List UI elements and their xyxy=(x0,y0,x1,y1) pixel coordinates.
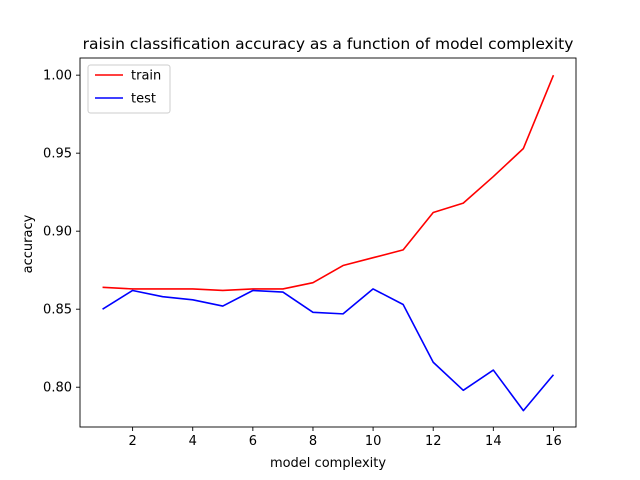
y-axis-label: accuracy xyxy=(21,214,36,273)
x-axis-label: model complexity xyxy=(270,456,386,471)
x-tick-label: 4 xyxy=(189,434,197,449)
legend-box xyxy=(87,64,171,114)
x-tick-label: 16 xyxy=(545,434,562,449)
y-tick-label: 0.95 xyxy=(43,147,72,162)
series-line-test xyxy=(102,288,555,412)
series-line-train xyxy=(102,74,555,292)
axes-frame xyxy=(79,57,577,428)
x-tick-label: 10 xyxy=(365,434,382,449)
x-tick-label: 2 xyxy=(128,434,136,449)
legend-label-train: train xyxy=(131,69,161,84)
y-tick-label: 0.80 xyxy=(43,381,72,396)
legend: train test xyxy=(87,64,171,114)
y-tick-label: 0.90 xyxy=(43,225,72,240)
x-tick-label: 12 xyxy=(425,434,442,449)
legend-label-test: test xyxy=(131,92,156,107)
chart-title: raisin classification accuracy as a func… xyxy=(83,35,574,53)
y-tick-label: 1.00 xyxy=(43,69,72,84)
y-tick-label: 0.85 xyxy=(43,303,72,318)
plot-area xyxy=(102,74,555,412)
x-tick-label: 6 xyxy=(249,434,257,449)
x-tick-label: 14 xyxy=(485,434,502,449)
x-tick-label: 8 xyxy=(309,434,317,449)
axes: 2 4 6 8 10 12 14 16 0.80 0.85 0.90 0.95 1.00 xyxy=(43,57,577,449)
